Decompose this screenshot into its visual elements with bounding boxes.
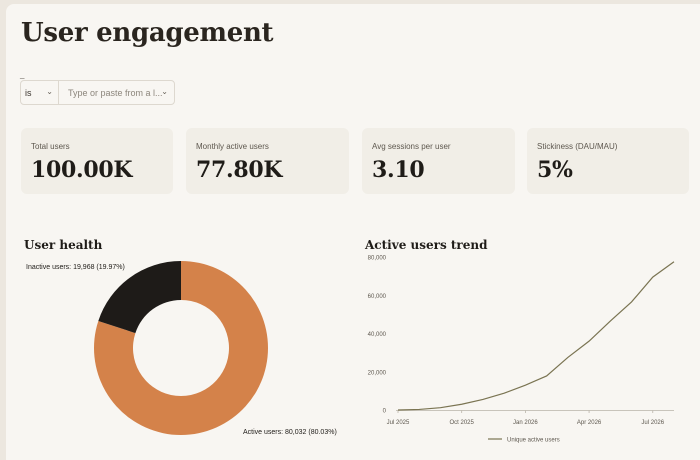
kpi-value: 3.10 bbox=[372, 157, 425, 183]
active-users-label: Active users: 80,032 (80.03%) bbox=[243, 429, 337, 436]
kpi-card-avg-sessions: Avg sessions per user 3.10 bbox=[362, 128, 515, 194]
legend-label: Unique active users bbox=[507, 438, 560, 444]
x-tick-label: Jul 2025 bbox=[387, 420, 410, 426]
x-tick-label: Apr 2026 bbox=[577, 420, 602, 426]
kpi-label: Stickiness (DAU/MAU) bbox=[537, 142, 618, 151]
chevron-down-icon: ⌄ bbox=[46, 87, 53, 96]
filter-label: _ bbox=[20, 70, 25, 79]
y-tick-label: 20,000 bbox=[368, 370, 387, 376]
kpi-card-stickiness: Stickiness (DAU/MAU) 5% bbox=[527, 128, 689, 194]
page-title: User engagement bbox=[21, 18, 274, 48]
series-line-unique-active-users bbox=[397, 261, 675, 411]
kpi-card-total-users: Total users 100.00K bbox=[21, 128, 173, 194]
page: User engagement _ is ⌄ Type or paste fro… bbox=[6, 4, 700, 460]
donut-slice-active[interactable] bbox=[94, 261, 269, 435]
filter-value-placeholder: Type or paste from a l... bbox=[68, 87, 163, 98]
donut-slice-inactive[interactable] bbox=[98, 261, 181, 334]
x-tick-label: Jul 2026 bbox=[641, 420, 664, 426]
y-tick-label: 0 bbox=[383, 409, 387, 415]
filter-value-select[interactable]: Type or paste from a l... ⌄ bbox=[59, 81, 174, 104]
x-tick-label: Jan 2026 bbox=[513, 420, 538, 426]
user-health-title: User health bbox=[24, 238, 103, 252]
kpi-card-monthly-active-users: Monthly active users 77.80K bbox=[186, 128, 349, 194]
filter-operator-value: is bbox=[25, 87, 32, 98]
kpi-label: Total users bbox=[31, 142, 70, 151]
kpi-label: Monthly active users bbox=[196, 142, 269, 151]
filter-control: is ⌄ Type or paste from a l... ⌄ bbox=[20, 80, 175, 105]
y-tick-label: 80,000 bbox=[368, 256, 387, 262]
inactive-users-label: Inactive users: 19,968 (19.97%) bbox=[26, 264, 125, 271]
chevron-down-icon: ⌄ bbox=[161, 87, 168, 96]
kpi-value: 5% bbox=[537, 157, 573, 183]
active-users-trend-title: Active users trend bbox=[365, 238, 488, 252]
y-tick-label: 40,000 bbox=[368, 332, 387, 338]
x-tick-label: Oct 2025 bbox=[450, 420, 475, 426]
filter-operator-select[interactable]: is ⌄ bbox=[21, 81, 59, 104]
kpi-value: 100.00K bbox=[31, 157, 133, 183]
y-tick-label: 60,000 bbox=[368, 294, 387, 300]
kpi-label: Avg sessions per user bbox=[372, 142, 451, 151]
kpi-value: 77.80K bbox=[196, 157, 283, 183]
user-health-donut-chart: Inactive users: 19,968 (19.97%) Active us… bbox=[26, 256, 675, 444]
